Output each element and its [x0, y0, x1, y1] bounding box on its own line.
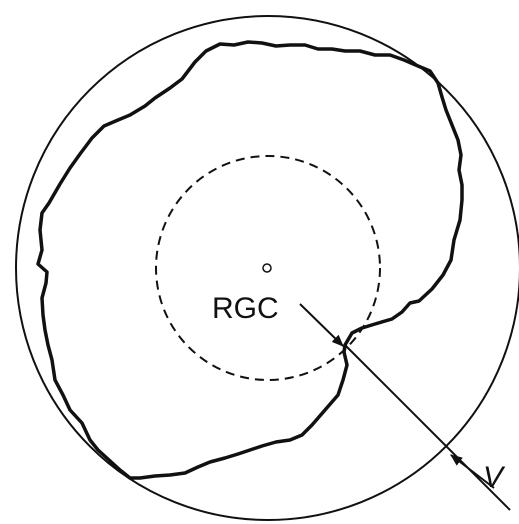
- rgc-arrow: [299, 303, 344, 347]
- dendritic-field-outline: [36, 40, 464, 480]
- radial-line: [344, 344, 511, 511]
- v-label: V: [483, 461, 506, 494]
- center-marker: [262, 263, 272, 273]
- outer-circle: [15, 15, 519, 521]
- dashed-inner-circle: [155, 155, 381, 381]
- v-arrow: [450, 454, 495, 489]
- rgc-label: RGC: [212, 292, 279, 325]
